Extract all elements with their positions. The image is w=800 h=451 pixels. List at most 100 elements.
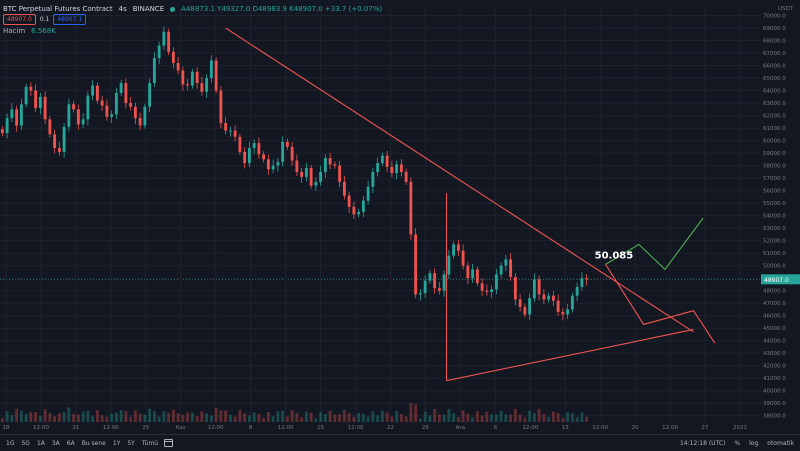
volume-bar <box>209 415 213 422</box>
percent-toggle[interactable]: % <box>734 439 741 447</box>
currency-label: USDT <box>778 6 794 12</box>
volume-bar <box>48 413 52 422</box>
candle-body <box>418 293 422 295</box>
chart-legend-header: BTC Perpetual Futures Contract 4s BINANC… <box>3 2 382 16</box>
candle-body <box>233 130 237 137</box>
candle-body <box>447 255 451 275</box>
candle-body <box>271 165 275 170</box>
sell-button[interactable]: 48907.0 <box>3 14 36 25</box>
volume-bar <box>152 411 156 422</box>
candle-body <box>152 58 156 84</box>
price-tick-label: 61000.0 <box>763 126 786 132</box>
candle-body <box>471 269 475 279</box>
volume-bar <box>19 410 23 422</box>
price-tick-label: 39000.0 <box>763 401 786 407</box>
range-button[interactable]: 1Y <box>112 439 121 447</box>
range-button[interactable]: 3A <box>51 439 60 447</box>
volume-bar <box>0 418 4 422</box>
price-tick-label: 46000.0 <box>763 314 786 320</box>
volume-bar <box>428 415 432 422</box>
volume-bar <box>53 416 57 422</box>
candle-body <box>376 163 380 172</box>
candle-body <box>0 129 4 134</box>
volume-bar <box>437 414 441 422</box>
volume-bar <box>537 409 541 422</box>
candle-body <box>475 269 479 284</box>
volume-bar <box>86 410 90 422</box>
candle-body <box>456 244 460 251</box>
volume-bar <box>523 417 527 422</box>
volume-bar <box>414 404 418 422</box>
candle-body <box>176 63 180 71</box>
volume-bar <box>542 413 546 422</box>
price-tick-label: 52000.0 <box>763 239 786 245</box>
auto-scale-toggle[interactable]: otomatik <box>767 439 794 447</box>
range-button[interactable]: 1A <box>36 439 45 447</box>
bottom-toolbar: 1G 5G 1A 3A 6A Bu sene 1Y 5Y Tümü 14:12:18 (UTC)… <box>0 434 800 451</box>
price-tick-label: 64000.0 <box>763 89 786 95</box>
range-button[interactable]: 1G <box>6 439 15 447</box>
time-tick-label: 12:00 <box>662 425 678 431</box>
candle-body <box>252 143 256 149</box>
volume-label[interactable]: Hacim <box>3 27 26 35</box>
candle-body <box>29 86 33 91</box>
volume-bar <box>129 416 133 422</box>
last-price-badge <box>761 274 800 285</box>
candle-body <box>53 134 57 149</box>
candle-body <box>181 70 185 85</box>
range-button[interactable]: Bu sene <box>81 439 106 447</box>
volume-bar <box>190 412 194 422</box>
volume-bar <box>304 411 308 422</box>
candle-body <box>433 273 437 289</box>
candle-body <box>247 148 251 164</box>
range-button[interactable]: 5G <box>21 439 30 447</box>
price-tick-label: 50000.0 <box>763 264 786 270</box>
volume-bar <box>333 414 337 422</box>
candle-body <box>528 298 532 315</box>
candle-body <box>167 31 171 52</box>
candle-body <box>110 114 114 117</box>
candle-body <box>281 141 285 162</box>
candle-body <box>95 85 99 101</box>
range-button[interactable]: Tümü <box>141 439 159 447</box>
volume-bar <box>295 413 299 422</box>
candle-body <box>81 119 85 125</box>
price-tick-label: 47000.0 <box>763 301 786 307</box>
buy-button[interactable]: 48907.1 <box>53 14 87 25</box>
volume-bar <box>342 409 346 422</box>
candle-body <box>62 126 66 152</box>
range-button[interactable]: 5Y <box>127 439 135 447</box>
price-tick-label: 48000.0 <box>763 289 786 295</box>
candle-body <box>342 181 346 196</box>
candle-body <box>205 78 209 92</box>
candle-body <box>428 273 432 281</box>
price-tick-label: 56000.0 <box>763 189 786 195</box>
candle-body <box>5 118 9 134</box>
candle-body <box>437 288 441 291</box>
volume-bar <box>499 410 503 422</box>
volume-bar <box>290 409 294 422</box>
candle-body <box>385 155 389 167</box>
log-toggle[interactable]: log <box>749 439 759 447</box>
candle-body <box>490 289 494 292</box>
rising-support-line <box>446 328 694 382</box>
interval-label[interactable]: 4s <box>118 5 127 13</box>
time-tick-label: 21 <box>72 425 79 431</box>
symbol-name[interactable]: BTC Perpetual Futures Contract <box>3 5 113 13</box>
time-axis: 18 12:00 21 12:00 25 Kas 12:00 8 12:00 15 12:00 22 2… <box>3 425 748 431</box>
volume-bar <box>518 414 522 422</box>
volume-bar <box>352 416 356 422</box>
volume-bar <box>528 410 532 422</box>
candle-body <box>442 274 446 291</box>
calendar-icon[interactable] <box>164 439 174 447</box>
volume-bar <box>91 416 95 422</box>
price-tick-label: 68000.0 <box>763 39 786 45</box>
candle-body <box>585 278 589 280</box>
last-price-text: 48907.0 <box>764 277 789 284</box>
range-button[interactable]: 6A <box>66 439 75 447</box>
candle-body <box>238 136 242 152</box>
utc-clock[interactable]: 14:12:18 (UTC) <box>679 439 726 447</box>
volume-bar <box>10 415 14 422</box>
time-tick-label: 12:00 <box>103 425 119 431</box>
